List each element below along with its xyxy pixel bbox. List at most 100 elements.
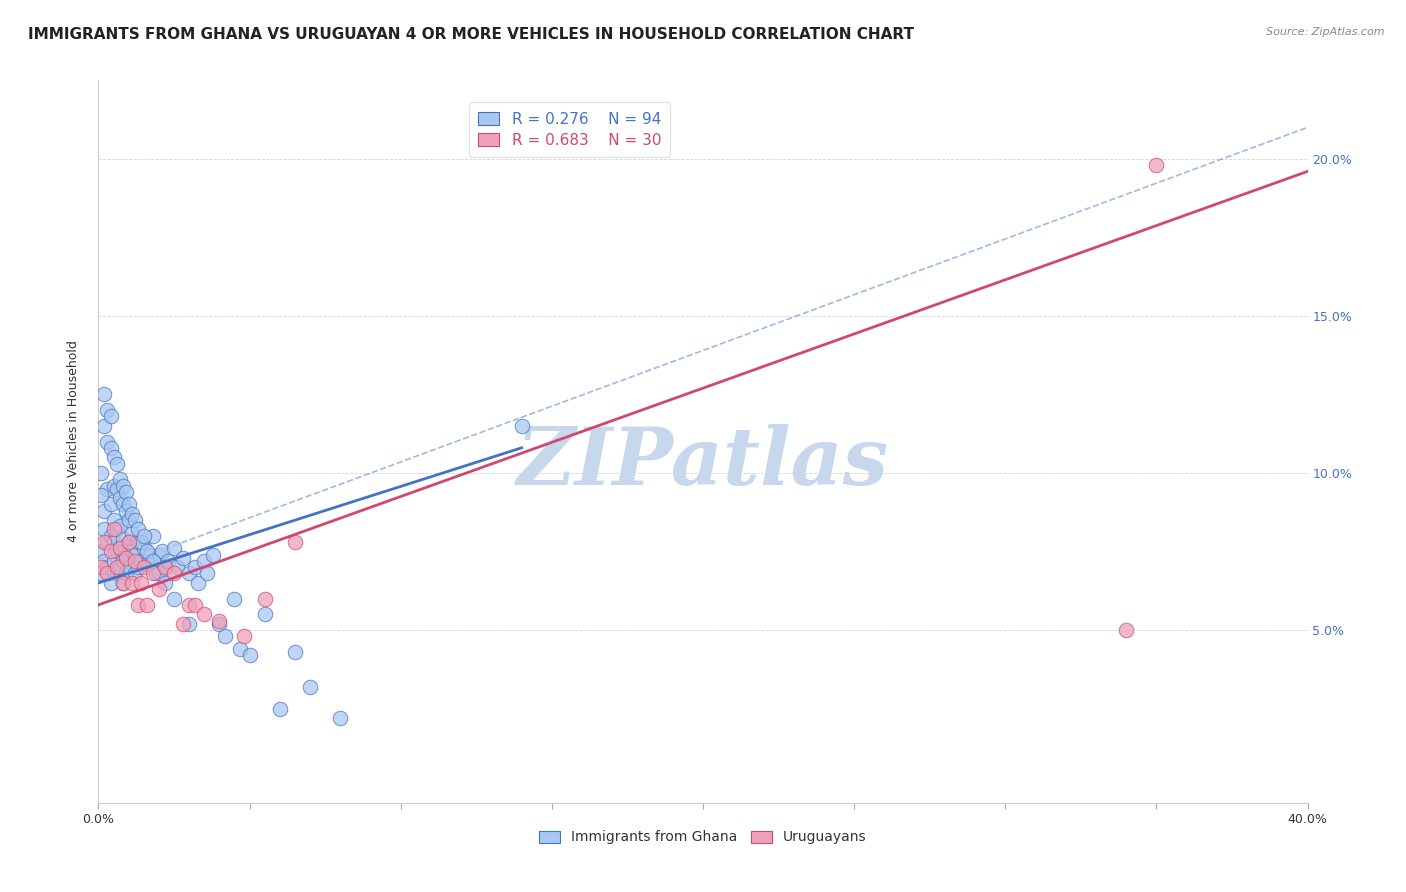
Point [253, 607, 276, 622]
Point [208, 616, 231, 631]
Point [179, 566, 201, 581]
Point [127, 535, 149, 549]
Point [129, 535, 152, 549]
Point [510, 418, 533, 433]
Point [111, 575, 134, 590]
Text: Source: ZipAtlas.com: Source: ZipAtlas.com [1267, 27, 1385, 37]
Point [96, 566, 118, 581]
Point [118, 535, 141, 549]
Point [124, 548, 146, 562]
Point [156, 554, 179, 568]
Point [96, 560, 118, 574]
Point [90, 560, 112, 574]
Point [135, 557, 157, 571]
Point [114, 503, 136, 517]
Point [114, 566, 136, 581]
Point [111, 478, 134, 492]
Point [132, 541, 155, 556]
Point [139, 548, 162, 562]
Point [202, 548, 225, 562]
Point [148, 566, 170, 581]
Point [129, 575, 152, 590]
Text: ZIPatlas: ZIPatlas [517, 425, 889, 502]
Point [108, 541, 131, 556]
Point [208, 614, 231, 628]
Point [329, 711, 352, 725]
Point [100, 575, 122, 590]
Point [148, 582, 170, 597]
Point [1144, 158, 1167, 172]
Point [179, 598, 201, 612]
Point [111, 554, 134, 568]
Point [132, 560, 155, 574]
Y-axis label: 4 or more Vehicles in Household: 4 or more Vehicles in Household [66, 341, 80, 542]
Point [129, 554, 152, 568]
Point [121, 544, 143, 558]
Point [269, 701, 291, 715]
Point [142, 554, 165, 568]
Point [121, 525, 143, 540]
Point [114, 550, 136, 565]
Point [103, 554, 125, 568]
Point [103, 535, 125, 549]
Point [93, 387, 115, 401]
Point [121, 507, 143, 521]
Point [124, 554, 146, 568]
Point [105, 560, 128, 574]
Point [118, 535, 141, 549]
Point [166, 560, 188, 574]
Point [100, 409, 122, 424]
Point [96, 482, 118, 496]
Point [93, 535, 115, 549]
Point [93, 418, 115, 433]
Point [105, 544, 128, 558]
Legend: Immigrants from Ghana, Uruguayans: Immigrants from Ghana, Uruguayans [534, 825, 872, 850]
Point [284, 535, 307, 549]
Point [103, 478, 125, 492]
Point [163, 541, 186, 556]
Point [118, 513, 141, 527]
Point [103, 523, 125, 537]
Point [108, 560, 131, 574]
Point [150, 544, 173, 558]
Point [100, 529, 122, 543]
Point [105, 482, 128, 496]
Point [299, 680, 322, 694]
Point [124, 566, 146, 581]
Point [111, 497, 134, 511]
Point [96, 434, 118, 449]
Point [132, 529, 155, 543]
Point [108, 491, 131, 505]
Point [108, 472, 131, 486]
Point [224, 591, 246, 606]
Point [172, 550, 194, 565]
Point [195, 566, 218, 581]
Point [163, 566, 186, 581]
Point [108, 541, 131, 556]
Point [153, 560, 176, 574]
Point [121, 575, 143, 590]
Point [153, 560, 176, 574]
Point [90, 566, 112, 581]
Point [96, 403, 118, 417]
Point [124, 513, 146, 527]
Text: IMMIGRANTS FROM GHANA VS URUGUAYAN 4 OR MORE VEHICLES IN HOUSEHOLD CORRELATION C: IMMIGRANTS FROM GHANA VS URUGUAYAN 4 OR … [28, 27, 914, 42]
Point [239, 648, 262, 662]
Point [229, 641, 252, 656]
Point [284, 645, 307, 659]
Point [90, 488, 112, 502]
Point [145, 566, 167, 581]
Point [142, 566, 165, 581]
Point [90, 466, 112, 480]
Point [1115, 623, 1137, 637]
Point [114, 548, 136, 562]
Point [103, 450, 125, 465]
Point [187, 575, 209, 590]
Point [118, 497, 141, 511]
Point [193, 554, 215, 568]
Point [179, 616, 201, 631]
Point [105, 457, 128, 471]
Point [93, 503, 115, 517]
Point [90, 544, 112, 558]
Point [111, 575, 134, 590]
